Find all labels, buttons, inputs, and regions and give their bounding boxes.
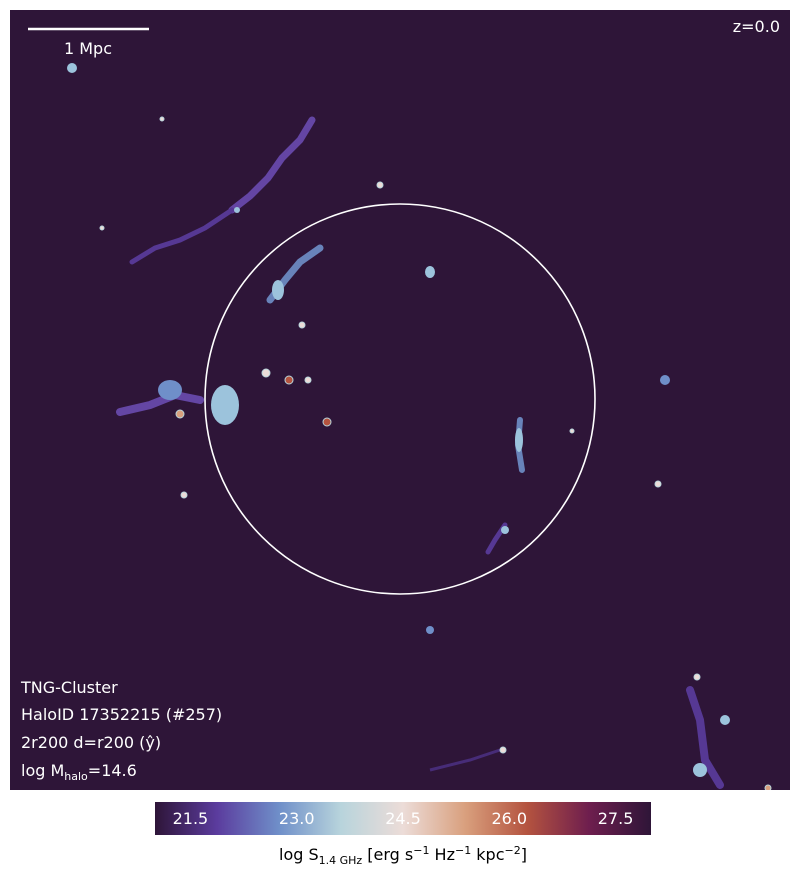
emission-blobs (67, 63, 772, 790)
r200-circle (204, 203, 596, 595)
colorbar (155, 802, 651, 835)
colorbar-label-part: ] (521, 845, 527, 864)
colorbar-label-part: kpc (471, 845, 504, 864)
mass-label-tail: =14.6 (88, 761, 137, 780)
info-line: 2r200 d=r200 (ŷ) (21, 733, 161, 752)
colorbar-label-part: −1 (455, 844, 471, 857)
colorbar-tick-label: 23.0 (279, 809, 315, 828)
colorbar-label-part: log S (279, 845, 319, 864)
colorbar-label-part: −2 (505, 844, 521, 857)
redshift-label: z=0.0 (733, 17, 780, 36)
colorbar-label: log S1.4 GHz [erg s−1 Hz−1 kpc−2] (279, 844, 527, 867)
image-panel (10, 10, 790, 790)
mass-label: log Mhalo=14.6 (21, 761, 137, 783)
mass-label-sub: halo (64, 770, 88, 783)
colorbar-tick-label: 26.0 (491, 809, 527, 828)
colorbar-tick-label: 24.5 (385, 809, 421, 828)
colorbar-label-part: Hz (429, 845, 455, 864)
colorbar-tick-label: 27.5 (598, 809, 634, 828)
info-line: TNG-Cluster (20, 678, 118, 697)
colorbar-label-part: [erg s (362, 845, 413, 864)
mass-label-main: log M (21, 761, 64, 780)
info-line: HaloID 17352215 (#257) (21, 705, 222, 724)
colorbar-tick-label: 21.5 (173, 809, 209, 828)
scalebar-label: 1 Mpc (64, 39, 112, 58)
colorbar-label-part: 1.4 GHz (319, 854, 363, 867)
colorbar-label-part: −1 (413, 844, 429, 857)
